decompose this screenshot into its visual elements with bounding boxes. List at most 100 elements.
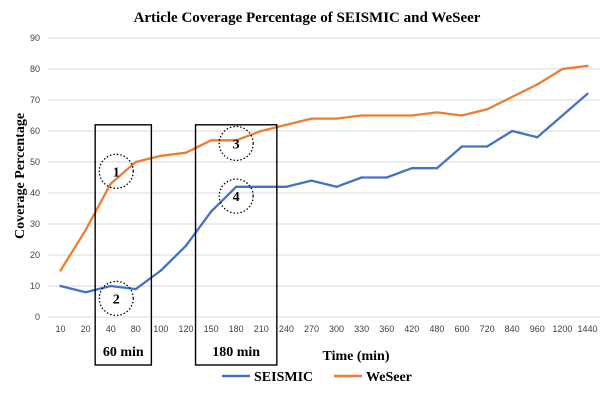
data-point-seismic <box>536 136 539 139</box>
annotations: 60 min 180 min 1 2 3 4 <box>94 124 278 366</box>
y-tick-label: 80 <box>30 64 40 74</box>
x-tick-label: 150 <box>204 324 219 334</box>
data-point-seismic <box>84 291 87 294</box>
y-tick-label: 50 <box>30 157 40 167</box>
x-tick-label: 480 <box>429 324 444 334</box>
data-point-weseer <box>84 229 87 232</box>
data-point-seismic <box>510 129 514 133</box>
x-tick-label: 10 <box>56 324 66 334</box>
callout-number: 2 <box>113 292 120 307</box>
series-lines <box>59 64 589 294</box>
x-tick-label: 80 <box>131 324 141 334</box>
highlight-box-label: 180 min <box>212 345 260 360</box>
data-point-seismic <box>385 176 388 179</box>
data-point-seismic <box>310 179 313 182</box>
data-point-weseer <box>184 151 188 154</box>
y-tick-label: 30 <box>30 219 40 229</box>
data-point-seismic <box>59 284 62 288</box>
x-tick-label: 40 <box>106 324 116 334</box>
y-tick-label: 40 <box>30 188 40 198</box>
x-tick-label: 120 <box>178 324 193 334</box>
data-point-weseer <box>485 108 489 111</box>
y-tick-label: 10 <box>30 281 40 291</box>
x-tick-label: 210 <box>254 324 269 334</box>
data-point-seismic <box>435 167 439 170</box>
x-tick-label: 240 <box>279 324 294 334</box>
callout-number: 4 <box>233 190 240 205</box>
data-point-seismic <box>109 284 112 288</box>
series-line-weseer <box>59 64 588 272</box>
data-point-weseer <box>59 269 62 272</box>
x-tick-label: 270 <box>304 324 319 334</box>
data-point-weseer <box>260 129 263 133</box>
data-point-seismic <box>234 185 238 188</box>
data-point-weseer <box>410 114 414 117</box>
data-point-seismic <box>285 185 288 188</box>
data-point-weseer <box>586 64 589 68</box>
data-point-seismic <box>209 210 213 213</box>
data-point-weseer <box>536 83 539 86</box>
data-point-seismic <box>260 185 263 188</box>
data-point-seismic <box>460 145 464 148</box>
x-tick-label: 300 <box>329 324 344 334</box>
x-tick-label: 1200 <box>552 324 572 334</box>
data-point-seismic <box>586 92 589 96</box>
data-point-weseer <box>209 139 213 142</box>
x-tick-label: 100 <box>153 324 168 334</box>
callout-circle <box>98 153 134 189</box>
callout-circle <box>98 280 134 317</box>
data-point-weseer <box>460 114 464 117</box>
legend-label-weseer: WeSeer <box>366 370 412 385</box>
data-point-weseer <box>435 111 439 114</box>
callout-number: 1 <box>113 165 120 180</box>
x-tick-label: 840 <box>505 324 520 334</box>
y-tick-label: 70 <box>30 95 40 105</box>
x-tick-label: 360 <box>379 324 394 334</box>
data-point-weseer <box>385 114 388 117</box>
x-axis-label: Time (min) <box>322 349 389 364</box>
x-axis-ticks: 10 20 40 80 100 120 150 180 210 240 270 300 330 360 42… <box>56 324 598 334</box>
x-tick-label: 960 <box>530 324 545 334</box>
data-point-seismic <box>561 114 564 117</box>
data-point-weseer <box>285 123 288 127</box>
data-point-seismic <box>184 244 188 247</box>
data-point-weseer <box>310 117 313 120</box>
callout-circle <box>218 125 254 162</box>
data-point-seismic <box>485 145 489 148</box>
data-point-weseer <box>360 114 363 117</box>
data-point-weseer <box>510 95 514 99</box>
data-point-weseer <box>335 117 338 120</box>
chart-title: Article Coverage Percentage of SEISMIC a… <box>134 10 481 26</box>
data-point-weseer <box>234 139 238 142</box>
x-tick-label: 720 <box>480 324 495 334</box>
callout-circle <box>218 178 254 214</box>
y-tick-label: 20 <box>30 250 40 260</box>
data-point-weseer <box>159 154 163 157</box>
data-point-weseer <box>134 160 138 164</box>
data-point-seismic <box>410 167 414 170</box>
x-tick-label: 1440 <box>577 324 597 334</box>
x-tick-label: 20 <box>81 324 91 334</box>
highlight-box-label: 60 min <box>103 345 144 360</box>
callout-number: 3 <box>233 137 240 152</box>
highlight-box <box>94 124 153 366</box>
y-tick-label: 0 <box>35 312 40 322</box>
grid <box>48 37 600 318</box>
data-point-weseer <box>561 67 564 71</box>
x-tick-label: 600 <box>454 324 469 334</box>
series-line-seismic <box>60 92 589 294</box>
data-point-seismic <box>335 185 338 188</box>
legend-label-seismic: SEISMIC <box>254 370 313 385</box>
legend: SEISMIC WeSeer <box>222 370 412 385</box>
highlight-box <box>194 124 278 366</box>
y-tick-label: 90 <box>30 33 40 43</box>
data-point-seismic <box>360 176 363 179</box>
data-point-seismic <box>159 269 163 272</box>
y-axis-ticks: 0 10 20 30 40 50 60 70 80 90 <box>30 33 40 322</box>
x-tick-label: 180 <box>229 324 244 334</box>
data-point-seismic <box>134 287 138 291</box>
x-tick-label: 330 <box>354 324 369 334</box>
data-point-weseer <box>109 182 112 185</box>
x-tick-label: 420 <box>404 324 419 334</box>
